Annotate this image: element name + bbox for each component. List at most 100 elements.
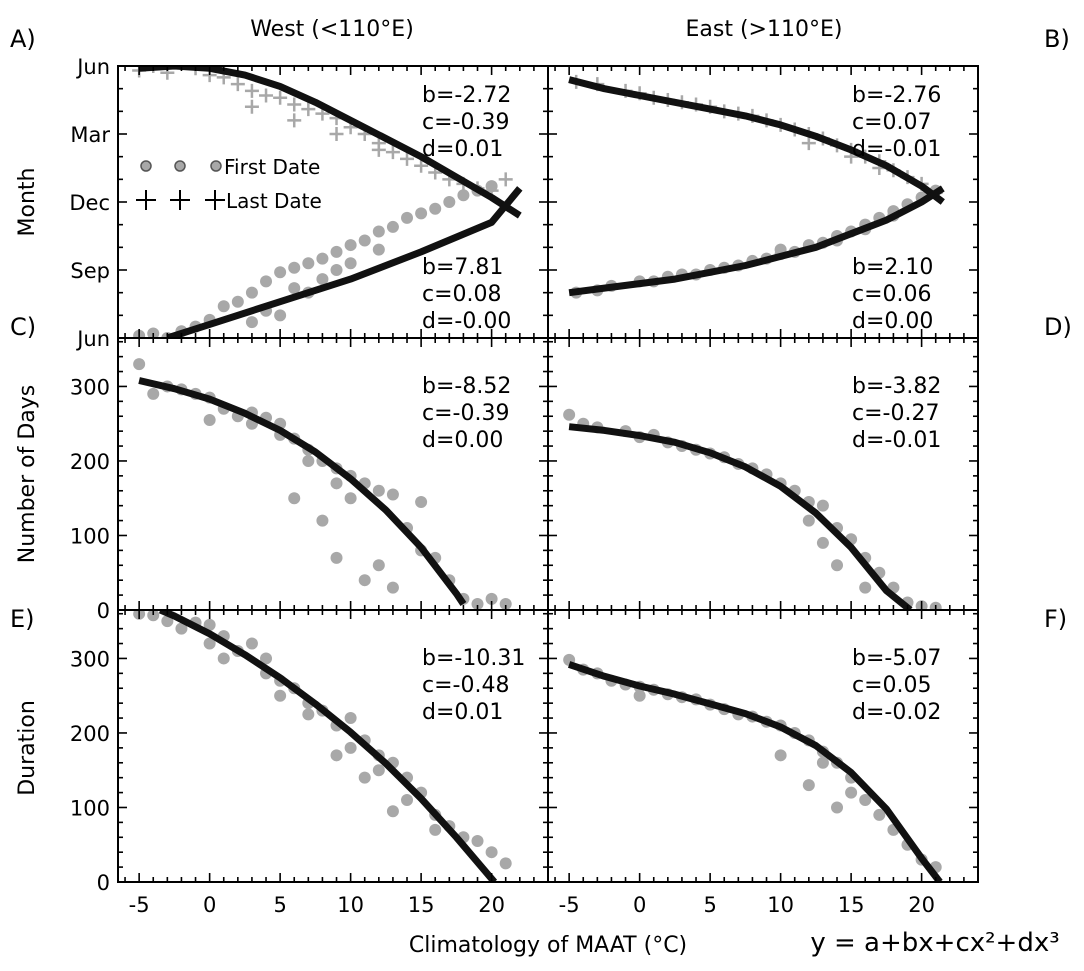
panel-a-first-date-point-13 [316,252,329,265]
panel-a-first-date-point-32 [274,309,287,322]
panel-c-stat-d: d=0.00 [422,428,503,453]
panel-a-last-date-point-6 [230,77,245,92]
panel-c-data [133,358,512,610]
panel-a-first-date-point-28 [316,273,329,286]
panel-f-xtick-label--5: -5 [559,893,580,917]
panel-d-stat-d: d=-0.01 [852,428,941,453]
formula: y = a+bx+cx²+dx³ [810,928,1059,958]
panel-a-first-date-point-18 [386,220,399,233]
panel-c-points-point-35 [358,574,371,587]
panel-a-first-date-point-16 [358,234,371,247]
panel-b-stat-first-c: c=0.06 [852,282,932,307]
panel-c-points-point-31 [471,598,484,610]
panel-c-ytick-label-100: 100 [70,524,110,548]
panel-f-xtick-label-0: 0 [633,893,646,917]
legend-last-date: Last Date [226,189,322,213]
panel-c-points-point-1 [147,387,160,400]
panel-e-points-point-5 [203,637,216,650]
panel-e-points-point-37 [386,805,399,818]
panel-letter-f: F) [1044,605,1067,633]
panel-b: b=-2.76c=0.07d=-0.01 b=2.10c=0.06d=0.00 [547,65,979,339]
panel-a-first-date-point-7 [231,295,244,308]
panel-c-points-point-33 [499,598,512,610]
panel-e-points-point-33 [471,835,484,848]
panel-a-ytick-label-3: Sep [70,259,110,283]
panel-c-points-point-23 [372,484,385,497]
panel-a-last-date-point-7 [244,83,259,98]
panel-e-points-point-17 [302,708,315,721]
panel-c-points-point-19 [330,477,343,490]
panel-b-last-date-point-25 [801,136,816,151]
panel-b-stat-last-b: b=-2.76 [852,83,941,108]
panel-e-stat-c: c=-0.48 [422,673,509,698]
panel-f-points-point-6 [633,689,646,702]
panel-e-fit-line-0 [158,610,498,882]
panel-letter-c: C) [10,313,36,341]
panel-e-ytick-label-300: 300 [70,647,110,671]
panel-a-last-date-point-26 [244,99,259,114]
panel-e-xtick-label--5: -5 [129,893,150,917]
panel-f-xtick-label-10: 10 [767,893,794,917]
panel-e-points-point-30 [429,823,442,836]
panel-e-stat-d: d=0.01 [422,700,503,725]
panel-e-points-point-12 [260,652,273,665]
panel-a-first-date-point-17 [372,225,385,238]
chart-layer: JunSepDecMarJunb=-2.72c=-0.39d=0.01b=7.8… [69,55,979,917]
panel-a-last-date-point-11 [301,102,316,117]
panel-e-ytick-label-200: 200 [70,722,110,746]
panel-e-points-point-2 [161,615,174,628]
panel-e-xtick-label-10: 10 [337,893,364,917]
panel-a-first-date-point-31 [245,316,258,329]
panel-a-fit-line-0 [138,66,522,219]
panel-b-stat-first-b: b=2.10 [852,255,933,280]
panel-e-points-point-38 [358,771,371,784]
panel-a-ytick-label-12: Jun [75,55,110,79]
panel-f-stat-d: d=-0.02 [852,700,941,725]
panel-a-first-date-point-19 [401,211,414,224]
legend: First Date Last Date [136,155,322,213]
panel-e-points-point-35 [499,857,512,870]
panel-a-first-date-point-34 [330,264,343,276]
panel-a-first-date-point-27 [288,282,301,295]
panel-c-points-point-21 [344,492,357,505]
panel-a-first-date-point-9 [260,275,273,288]
panel-b-fit-line-0 [568,76,945,205]
panel-c-points-point-0 [133,358,146,371]
panel-a-first-date-point-29 [344,257,357,270]
panel-c-points-point-26 [415,495,428,508]
legend-last-marker-2 [170,190,190,210]
panel-a-last-date-point-17 [385,145,400,160]
panel-e-data [133,610,512,882]
panel-letter-b: B) [1044,25,1070,53]
panel-e-points-point-14 [274,689,287,702]
panel-d-stat-c: c=-0.27 [852,401,939,426]
panel-e-xtick-label-20: 20 [478,893,505,917]
panel-e-points-point-10 [245,637,258,650]
panel-a-last-date-point-25 [498,172,513,187]
panel-f-data [563,653,943,882]
legend-first-date: First Date [224,155,320,179]
panel-e: 0 100 200 300 -5 0 5 10 15 20 b=-10.31c=-0.48d=0.0… [70,609,549,917]
panel-b-stat-last-d: d=-0.01 [852,137,941,162]
panel-f-points-point-23 [845,786,858,799]
panel-c-fit-line-0 [138,377,467,606]
panel-f-xtick-label-20: 20 [908,893,935,917]
panel-a-first-date-point-22 [443,196,456,208]
panel-e-points-point-20 [344,712,357,725]
panel-c-points-point-6 [203,413,216,426]
panel-c-points-point-32 [485,592,498,605]
panel-d-points-point-29 [859,581,872,594]
panel-a-first-date-point-15 [344,239,357,252]
panel-e-points-point-1 [147,610,160,622]
panel-c-stat-c: c=-0.39 [422,401,509,426]
legend-last-marker-3 [205,190,225,210]
panel-a-first-date-point-12 [302,257,315,270]
panel-f-points-point-30 [774,749,787,762]
panel-f-points-point-32 [831,801,844,814]
panel-letter-d: D) [1044,313,1072,341]
panel-b-stat-first-d: d=0.00 [852,309,933,334]
panel-c-points-point-16 [302,454,315,467]
panel-a-first-date-point-14 [330,245,343,258]
panel-e-points-point-6 [203,618,216,631]
